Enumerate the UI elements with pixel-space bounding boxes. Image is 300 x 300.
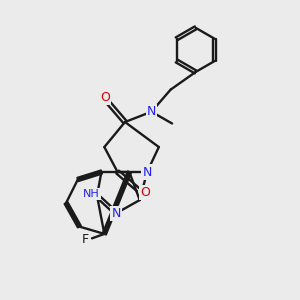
Text: N: N: [142, 166, 152, 178]
Text: N: N: [112, 207, 121, 220]
Text: F: F: [82, 233, 89, 246]
Text: O: O: [140, 186, 150, 199]
Text: NH: NH: [83, 189, 100, 199]
Text: N: N: [147, 105, 156, 118]
Text: O: O: [100, 91, 110, 104]
